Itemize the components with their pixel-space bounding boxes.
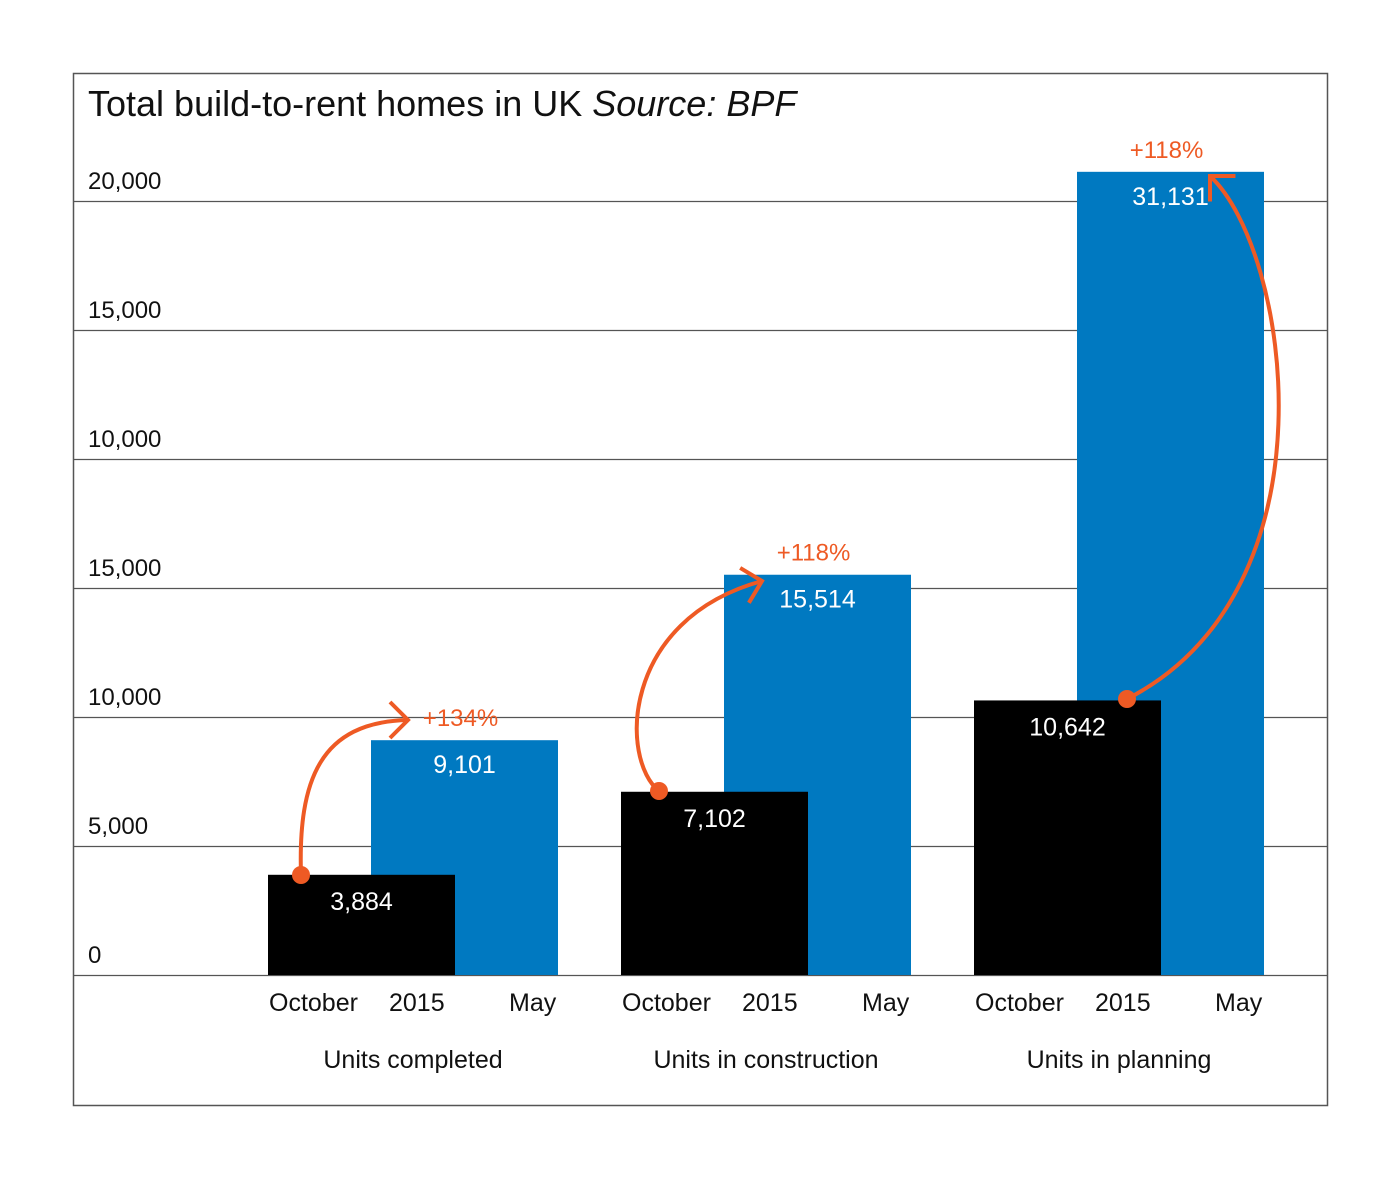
chart-title: Total build-to-rent homes in UK Source: … (88, 83, 798, 124)
y-tick-label: 0 (88, 942, 101, 969)
bar-value-label-october: 10,642 (1029, 713, 1105, 741)
bar-value-label-october: 7,102 (683, 805, 746, 833)
category-label: Units completed (323, 1046, 502, 1074)
growth-arrow (634, 579, 763, 793)
title-text: Total build-to-rent homes in UK (88, 83, 582, 124)
category-label: Units in construction (653, 1046, 878, 1074)
bar-value-label-may: 15,514 (779, 586, 856, 614)
change-label: +118% (777, 540, 851, 567)
x-sublabel-october: October (269, 989, 358, 1017)
arrowhead-icon (739, 566, 765, 604)
bar-value-label-may: 9,101 (433, 751, 496, 779)
arrow-start-dot (292, 866, 310, 884)
y-tick-label: 20,000 (88, 168, 161, 195)
y-tick-label: 10,000 (88, 684, 161, 711)
y-tick-label: 10,000 (88, 426, 161, 453)
x-sublabel-october: October (622, 989, 711, 1017)
bar-october (621, 791, 808, 975)
x-sublabel-october: October (975, 989, 1064, 1017)
category-label: Units in planning (1027, 1046, 1212, 1074)
bar-october (974, 700, 1161, 975)
bar-october (268, 874, 455, 975)
y-tick-label: 15,000 (88, 297, 161, 324)
change-label: +134% (423, 705, 498, 732)
arrow-start-dot (650, 782, 668, 800)
x-sublabel-may: May (862, 989, 910, 1017)
arrowhead-icon (1208, 174, 1236, 202)
arrow-start-dot (1118, 690, 1136, 708)
bar-value-label-may: 31,131 (1132, 183, 1208, 211)
y-tick-label: 15,000 (88, 555, 161, 582)
x-sublabel-may: May (509, 989, 557, 1017)
growth-arrow (1126, 174, 1281, 701)
x-sublabel-year: 2015 (1095, 989, 1151, 1017)
growth-arrow (298, 718, 409, 876)
x-sublabel-year: 2015 (389, 989, 445, 1017)
change-label: +118% (1130, 137, 1204, 164)
x-sublabel-year: 2015 (742, 989, 798, 1017)
x-sublabel-may: May (1215, 989, 1263, 1017)
y-tick-label: 5,000 (88, 813, 148, 840)
source-text: Source: BPF (592, 83, 798, 124)
bar-value-label-october: 3,884 (330, 888, 393, 916)
arrowhead-icon (388, 700, 411, 740)
